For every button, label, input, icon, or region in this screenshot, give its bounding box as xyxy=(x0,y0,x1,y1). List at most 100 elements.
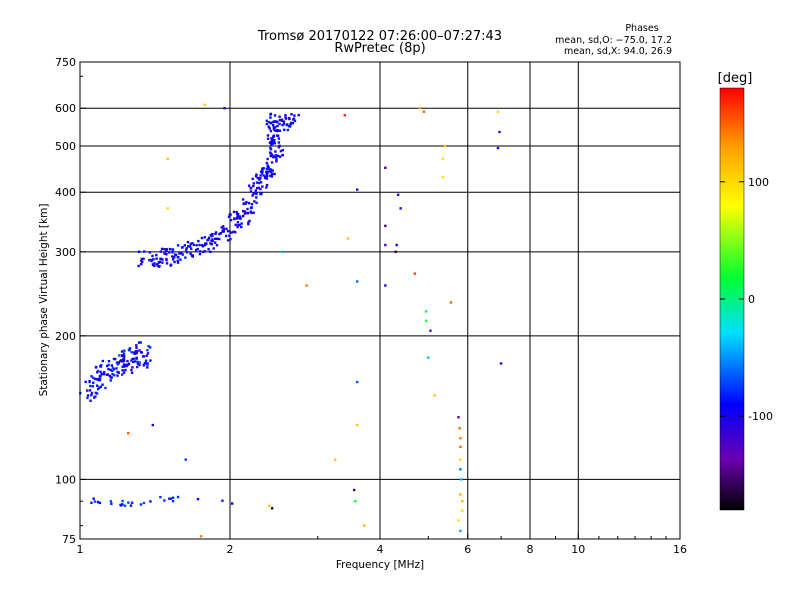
data-point xyxy=(128,349,131,352)
x-tick-label: 10 xyxy=(571,543,585,556)
data-point xyxy=(119,359,123,362)
data-point xyxy=(107,359,111,363)
data-point xyxy=(142,363,146,366)
data-point xyxy=(140,259,143,262)
data-point xyxy=(268,169,272,172)
data-point xyxy=(459,478,463,481)
data-point xyxy=(198,252,202,256)
data-point xyxy=(236,214,239,218)
data-point xyxy=(206,238,209,242)
data-point xyxy=(184,458,187,461)
data-point xyxy=(261,185,264,188)
data-point xyxy=(131,366,134,369)
data-point xyxy=(122,354,126,357)
data-point xyxy=(281,154,284,157)
data-point xyxy=(96,387,100,391)
data-point xyxy=(128,347,132,350)
data-point xyxy=(92,376,95,380)
data-point xyxy=(191,242,194,245)
data-point xyxy=(238,215,242,218)
data-point xyxy=(146,352,150,355)
data-point xyxy=(253,191,257,195)
data-point xyxy=(221,229,224,232)
data-point xyxy=(274,155,277,158)
data-point xyxy=(165,257,168,261)
data-point xyxy=(133,351,136,354)
data-point xyxy=(496,146,500,150)
data-point xyxy=(271,120,274,124)
data-point xyxy=(124,368,127,372)
data-point xyxy=(98,386,101,389)
data-point xyxy=(459,437,462,440)
data-point xyxy=(457,519,460,522)
data-point xyxy=(255,201,258,204)
data-point xyxy=(252,192,255,195)
data-point xyxy=(222,225,225,228)
data-point xyxy=(280,119,284,122)
data-point xyxy=(276,129,279,132)
data-point xyxy=(261,170,264,173)
data-point xyxy=(137,264,140,268)
data-point xyxy=(269,140,273,144)
data-point xyxy=(196,497,200,501)
data-point xyxy=(246,207,249,211)
data-point xyxy=(99,365,103,368)
x-tick-label: 6 xyxy=(464,543,471,556)
data-point xyxy=(209,250,212,254)
data-point xyxy=(176,259,179,262)
data-point xyxy=(209,233,213,237)
data-point xyxy=(384,166,387,170)
data-point xyxy=(211,232,214,236)
y-tick-label: 500 xyxy=(55,140,76,153)
data-point xyxy=(169,263,173,266)
data-point xyxy=(243,210,247,213)
data-points xyxy=(79,103,503,538)
data-point xyxy=(114,357,117,361)
data-point xyxy=(257,186,260,190)
data-point xyxy=(210,234,214,238)
data-point xyxy=(355,188,359,191)
data-point xyxy=(267,167,271,170)
data-point xyxy=(265,122,269,126)
data-point xyxy=(127,431,130,435)
data-point xyxy=(180,246,184,249)
data-point xyxy=(134,350,137,353)
data-point xyxy=(90,391,94,395)
data-point xyxy=(267,125,271,128)
data-point xyxy=(86,396,89,400)
data-point xyxy=(121,369,124,372)
data-point xyxy=(269,148,273,151)
data-point xyxy=(261,169,264,172)
data-point xyxy=(290,113,293,116)
data-point xyxy=(271,123,275,127)
data-point xyxy=(461,509,464,512)
data-point xyxy=(218,237,221,241)
data-point xyxy=(252,211,255,214)
data-point xyxy=(272,126,275,129)
data-point xyxy=(205,242,208,245)
data-point xyxy=(104,386,107,390)
data-point xyxy=(142,501,146,505)
data-point xyxy=(237,224,240,227)
data-point xyxy=(236,221,240,224)
data-point xyxy=(151,263,155,266)
data-point xyxy=(254,175,258,178)
y-tick-label: 750 xyxy=(55,56,76,69)
data-point xyxy=(255,186,259,190)
x-tick-label: 4 xyxy=(377,543,384,556)
data-point xyxy=(272,134,275,138)
data-point xyxy=(119,504,123,507)
data-point xyxy=(247,222,250,226)
data-point xyxy=(384,284,387,287)
data-point xyxy=(255,181,259,184)
data-point xyxy=(159,495,162,499)
x-axis: 1 2 4 6 8 10 16 xyxy=(77,533,687,556)
data-point xyxy=(277,141,281,144)
data-point xyxy=(165,252,168,256)
data-point xyxy=(251,194,254,197)
colorbar-tick-label: 100 xyxy=(748,176,769,189)
data-point xyxy=(130,501,134,504)
data-point xyxy=(90,501,93,505)
data-point xyxy=(251,177,254,181)
data-point xyxy=(265,174,268,178)
